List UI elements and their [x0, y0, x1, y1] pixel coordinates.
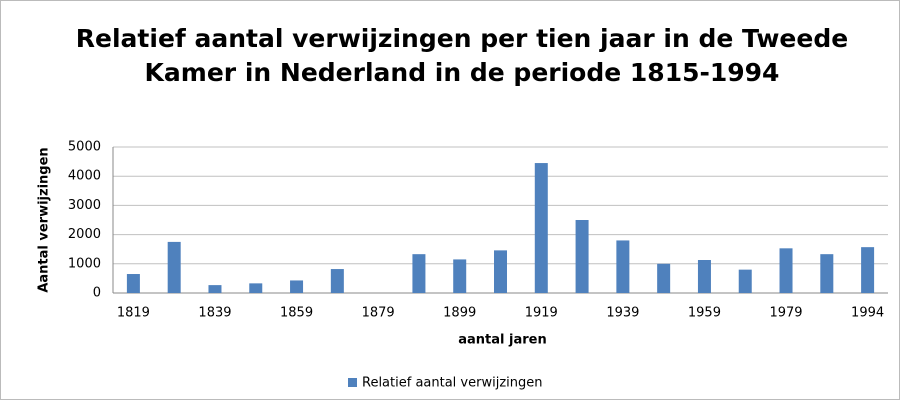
y-tick-label: 1000 — [68, 256, 101, 271]
bar — [249, 283, 263, 293]
bar — [738, 269, 752, 293]
bar — [575, 220, 589, 293]
bar — [779, 248, 793, 293]
bar — [126, 274, 140, 293]
y-tick-label: 0 — [93, 286, 101, 301]
x-tick-label: 1979 — [769, 306, 802, 321]
legend-swatch — [348, 378, 357, 387]
y-tick-label: 3000 — [68, 198, 101, 213]
x-tick-label: 1919 — [525, 306, 558, 321]
bar — [330, 269, 344, 293]
y-tick-label: 5000 — [68, 140, 101, 155]
bar — [412, 254, 426, 293]
y-tick-label: 2000 — [68, 227, 101, 242]
chart-title: Relatief aantal verwijzingen per tien ja… — [75, 24, 849, 87]
bar — [534, 163, 548, 293]
y-axis-label: Aantal verwijzingen — [37, 147, 52, 292]
x-tick-label: 1939 — [606, 306, 639, 321]
x-tick-label: 1819 — [117, 306, 150, 321]
y-tick-label: 4000 — [68, 169, 101, 184]
x-tick-label: 1899 — [443, 306, 476, 321]
legend-label: Relatief aantal verwijzingen — [362, 376, 542, 391]
x-tick-label: 1994 — [851, 306, 884, 321]
x-tick-label: 1859 — [280, 306, 313, 321]
x-tick-label: 1839 — [198, 306, 231, 321]
bar — [820, 254, 834, 293]
bar — [494, 250, 507, 293]
bar — [616, 240, 630, 293]
bar — [453, 259, 467, 293]
x-tick-label: 1959 — [688, 306, 721, 321]
bar — [861, 247, 875, 293]
bar — [657, 263, 671, 293]
bar — [697, 260, 711, 293]
x-tick-label: 1879 — [362, 306, 395, 321]
bar — [167, 241, 181, 293]
x-axis-label: aantal jaren — [458, 333, 546, 348]
bar — [290, 280, 304, 293]
bar — [208, 285, 222, 293]
